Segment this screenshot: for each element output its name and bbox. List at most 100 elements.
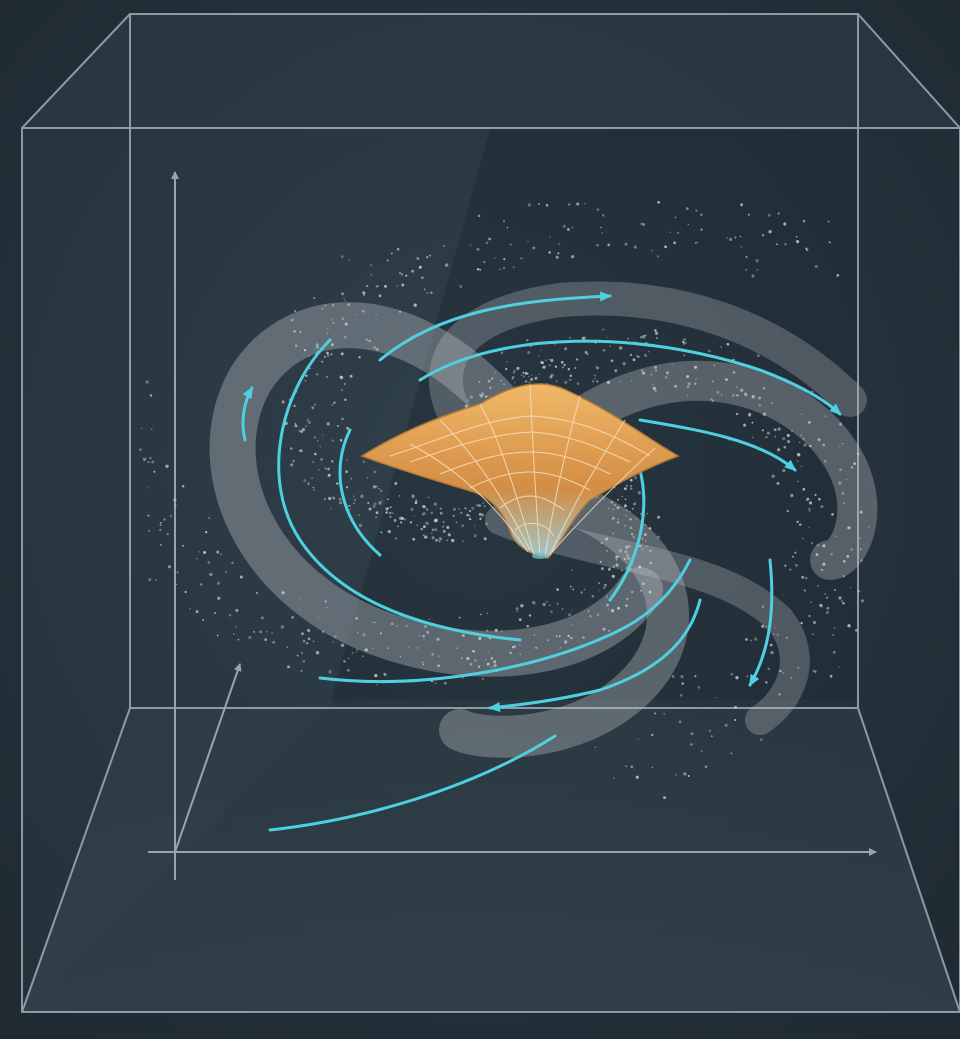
particle [487, 650, 490, 653]
particle [425, 521, 429, 525]
particle [625, 604, 628, 608]
particle [203, 551, 207, 554]
particle [408, 646, 410, 648]
particle [656, 337, 658, 339]
particle [480, 394, 483, 398]
particle [652, 386, 656, 391]
flow-arrow [608, 468, 646, 602]
particle [568, 613, 571, 617]
particle [384, 284, 387, 288]
particle [477, 214, 481, 218]
particle [619, 380, 621, 382]
particle [623, 524, 627, 527]
particle [321, 360, 324, 363]
particle [233, 633, 235, 635]
particle [320, 458, 323, 461]
particle [375, 314, 377, 316]
particle [355, 616, 359, 620]
particle [174, 504, 177, 507]
particle [785, 636, 788, 639]
particle [347, 669, 350, 672]
particle [300, 669, 303, 672]
particle [857, 590, 860, 593]
particle [231, 561, 234, 565]
particle [484, 505, 486, 508]
particle [840, 600, 844, 603]
particle [516, 366, 520, 371]
particle [633, 245, 638, 249]
particle [300, 430, 304, 433]
particle [397, 525, 399, 528]
particle [433, 502, 437, 506]
particle [521, 257, 523, 259]
particle [606, 336, 608, 338]
spiral-arm [520, 360, 878, 580]
particle [514, 381, 516, 384]
flow-arrows [241, 291, 842, 832]
particle [468, 509, 472, 513]
particle [782, 671, 785, 674]
particle [468, 515, 470, 517]
particle [549, 375, 553, 379]
particle [528, 614, 532, 617]
particle [522, 371, 525, 374]
particle [739, 235, 742, 238]
particle [306, 628, 311, 633]
particle [800, 434, 803, 437]
particle [839, 445, 841, 447]
particle [571, 609, 573, 611]
particle [298, 429, 301, 433]
particle [535, 646, 538, 649]
particle [503, 258, 506, 261]
particle [774, 627, 776, 629]
particle [606, 603, 609, 607]
particle [376, 683, 378, 686]
particle [583, 588, 586, 591]
particle [654, 712, 657, 715]
particle [838, 422, 843, 426]
particle [452, 507, 457, 511]
particle [476, 268, 480, 271]
particle [679, 694, 683, 697]
particle [348, 504, 350, 507]
particle [524, 372, 528, 375]
particle [426, 631, 428, 633]
particle [376, 284, 379, 288]
particle [612, 565, 615, 569]
particle [630, 765, 634, 769]
particle [466, 513, 469, 517]
particle [522, 375, 525, 378]
particle [618, 549, 622, 553]
particle [584, 350, 588, 355]
well-mesh [389, 384, 656, 557]
flow-arrow [318, 558, 692, 683]
particle [598, 589, 600, 591]
particle [558, 243, 560, 245]
flow-arrow [418, 339, 842, 416]
particle [771, 474, 775, 478]
particle [311, 406, 315, 410]
particle [479, 517, 482, 521]
particle [687, 774, 690, 778]
particle [611, 516, 615, 520]
particle [776, 633, 779, 636]
particle [484, 522, 489, 526]
particle [405, 624, 408, 627]
particle [148, 578, 152, 582]
particle [548, 358, 551, 361]
particle [675, 773, 678, 776]
particle [434, 682, 437, 685]
particle [613, 486, 616, 489]
particle [762, 387, 766, 390]
particle [619, 346, 623, 350]
particle [747, 213, 750, 216]
particle [394, 482, 398, 485]
particle [167, 565, 172, 569]
particle [730, 673, 734, 676]
particle [569, 374, 573, 378]
particle [375, 485, 378, 488]
particle [331, 304, 335, 307]
particle [571, 623, 574, 626]
particle [239, 575, 243, 579]
particle [345, 470, 348, 474]
